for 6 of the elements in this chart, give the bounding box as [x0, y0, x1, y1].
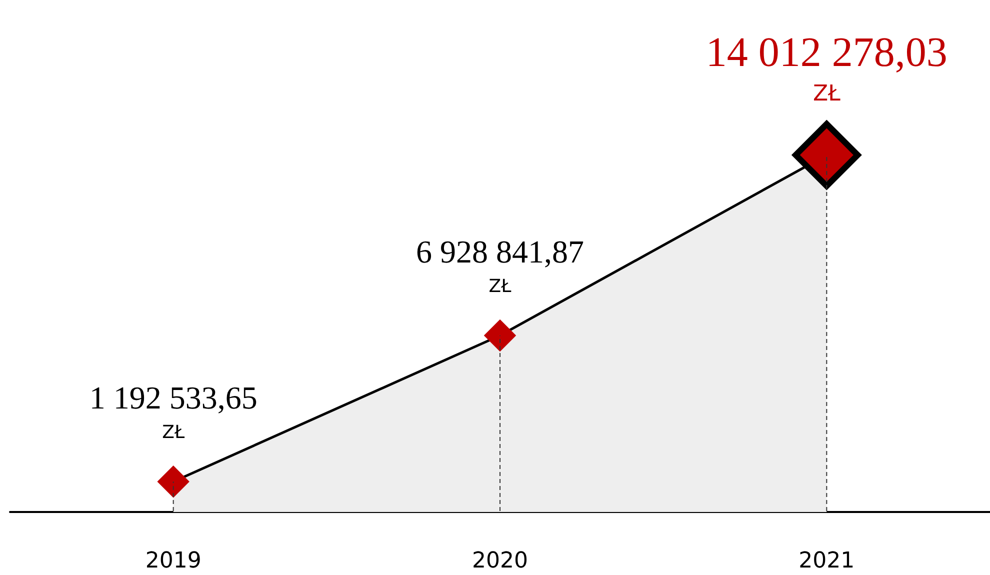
x-tick-label: 2020	[472, 548, 528, 574]
x-tick-label: 2019	[145, 548, 202, 574]
data-label: 14 012 278,03 ZŁ	[706, 30, 948, 106]
data-label: 6 928 841,87 ZŁ	[416, 233, 584, 297]
data-label: 1 192 533,65 ZŁ	[89, 380, 258, 444]
x-tick-label: 2021	[798, 548, 855, 574]
